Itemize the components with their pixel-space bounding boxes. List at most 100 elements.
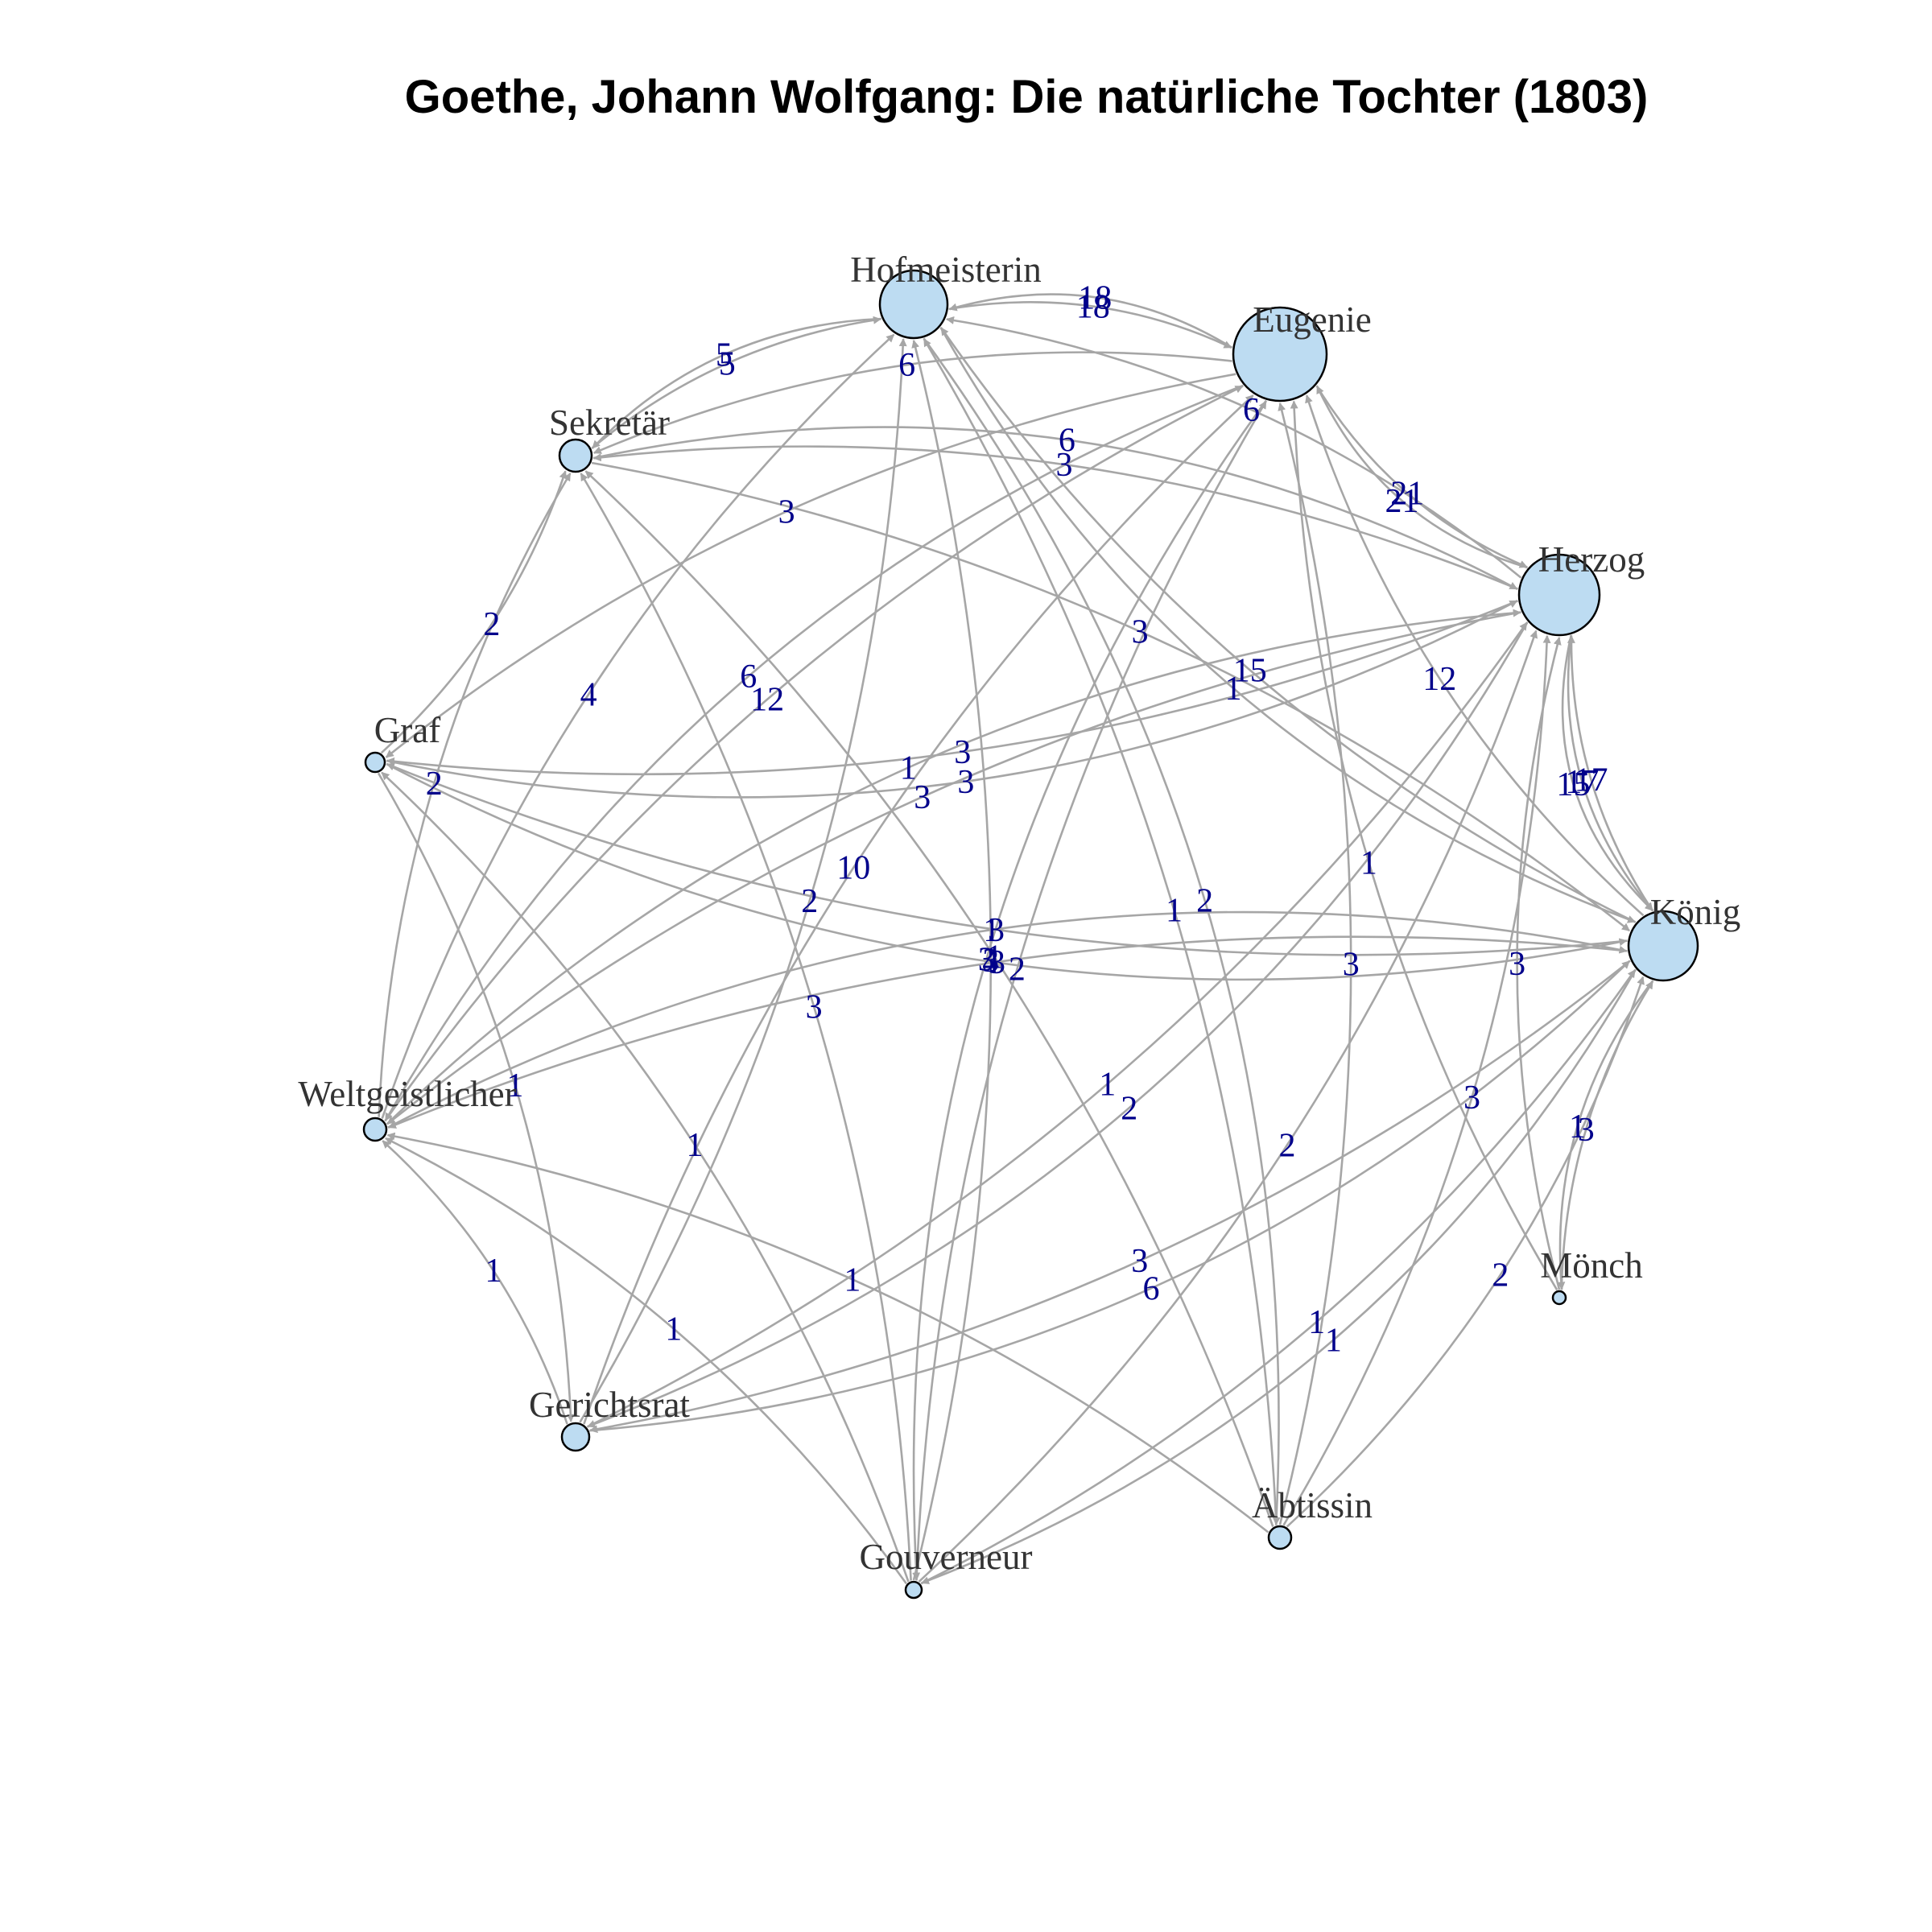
edge-herzog-to-graf <box>386 600 1518 776</box>
edge-koenig-to-hofmeisterin <box>940 327 1637 923</box>
edge-gouverneur-to-graf <box>381 771 910 1583</box>
edge-moench-to-herzog <box>1516 637 1562 1290</box>
edge-weight-label: 12 <box>750 682 784 719</box>
edge-weight-label: 4 <box>982 944 999 981</box>
edge-herzog-to-koenig <box>1567 634 1653 911</box>
edge-aebtissin-to-eugenie <box>1278 402 1352 1525</box>
edge-weight-label: 1 <box>986 939 1003 976</box>
node-aebtissin <box>1267 1525 1293 1550</box>
edge-herzog-to-sekretaer <box>592 445 1518 590</box>
edge-layer <box>377 293 1654 1585</box>
edge-weight-label: 12 <box>1422 661 1456 698</box>
node-label-gouverneur: Gouverneur <box>860 1537 1033 1577</box>
edge-gouverneur-to-koenig <box>920 969 1637 1585</box>
edge-eugenie-to-weltgeistlicher <box>384 384 1244 1121</box>
edge-herzog-to-eugenie <box>1316 385 1528 569</box>
edge-weight-label: 1 <box>900 750 917 787</box>
edge-weight-label: 1 <box>1360 844 1377 881</box>
edge-koenig-to-herzog <box>1567 634 1654 912</box>
node-gouverneur <box>904 1580 923 1600</box>
edge-gouverneur-to-sekretaer <box>580 473 912 1581</box>
node-label-graf: Graf <box>374 710 440 750</box>
edge-eugenie-to-graf <box>385 373 1236 758</box>
edge-herzog-to-weltgeistlicher <box>386 611 1521 1125</box>
edge-label-layer: 1818556321211261263610171715152433333223… <box>426 279 1608 1359</box>
edge-graf-to-koenig <box>386 762 1628 981</box>
edge-weight-label: 15 <box>1233 652 1267 689</box>
edge-koenig-to-graf <box>386 762 1628 956</box>
edge-weight-label: 2 <box>1492 1257 1509 1294</box>
edge-weight-label: 3 <box>954 734 971 771</box>
edge-weight-label: 5 <box>716 337 733 374</box>
edge-hofmeisterin-to-koenig <box>939 326 1637 923</box>
edge-aebtissin-to-herzog <box>1282 634 1551 1526</box>
edge-weight-label: 2 <box>1279 1127 1296 1164</box>
edge-koenig-to-moench <box>1557 980 1654 1290</box>
node-layer: Hofmeisterin Eugenie Sekretär Herzog Graf Kön… <box>298 250 1740 1600</box>
edge-weight-label: 21 <box>1390 476 1424 513</box>
edge-weight-label: 1 <box>983 912 1000 949</box>
node-hofmeisterin <box>878 269 949 340</box>
edge-weight-label: 6 <box>1243 392 1260 429</box>
edge-eugenie-to-herzog <box>1315 385 1528 568</box>
edge-weight-label: 3 <box>988 912 1005 949</box>
edge-sekretaer-to-koenig <box>591 461 1630 932</box>
edge-weight-label: 3 <box>1132 614 1149 651</box>
edge-hofmeisterin-to-sekretaer <box>592 317 881 449</box>
edge-graf-to-herzog <box>386 600 1518 799</box>
node-graf <box>364 751 386 774</box>
node-label-hofmeisterin: Hofmeisterin <box>850 250 1041 290</box>
edge-weight-label: 1 <box>1569 1108 1586 1146</box>
edge-weight-label: 1 <box>1225 671 1242 708</box>
edge-weight-label: 6 <box>740 658 757 696</box>
edge-eugenie-to-hofmeisterin <box>948 293 1233 349</box>
edge-graf-to-gerichtsrat <box>377 772 575 1422</box>
edge-weight-label: 3 <box>1463 1080 1480 1117</box>
edge-weight-label: 2 <box>1009 952 1026 989</box>
edge-weight-label: 3 <box>1343 947 1360 984</box>
edge-weight-label: 1 <box>665 1311 682 1348</box>
edge-eugenie-to-gouverneur <box>912 399 1267 1581</box>
edge-gerichtsrat-to-koenig <box>589 960 1631 1432</box>
node-gerichtsrat <box>560 1422 591 1452</box>
edge-hofmeisterin-to-eugenie <box>948 301 1232 349</box>
edge-sekretaer-to-hofmeisterin <box>591 316 881 449</box>
edge-weight-label: 6 <box>898 347 915 384</box>
edge-weight-label: 18 <box>1078 279 1112 316</box>
edge-weight-label: 3 <box>778 493 795 530</box>
edge-weight-label: 3 <box>806 989 823 1026</box>
edge-weight-label: 2 <box>1121 1090 1137 1127</box>
edge-weight-label: 2 <box>426 766 443 803</box>
edge-weight-label: 1 <box>1099 1066 1116 1103</box>
edge-weltgeistlicher-to-hofmeisterin <box>381 333 895 1120</box>
node-eugenie <box>1232 306 1328 402</box>
edge-koenig-to-eugenie <box>1305 394 1645 917</box>
edge-weight-label: 1 <box>1308 1304 1325 1341</box>
edge-weight-label: 18 <box>1076 289 1110 326</box>
edge-moench-to-koenig <box>1560 980 1654 1290</box>
edge-weight-label: 17 <box>1565 764 1599 801</box>
edge-aebtissin-to-hofmeisterin <box>923 338 1278 1525</box>
edge-weight-label: 21 <box>1385 483 1419 520</box>
edge-weight-label: 6 <box>1059 423 1075 460</box>
edge-weight-label: 6 <box>1143 1270 1160 1307</box>
edge-moench-to-eugenie <box>1290 400 1558 1291</box>
edge-weight-label: 3 <box>914 779 931 816</box>
edge-weight-label: 3 <box>957 764 974 801</box>
edge-weight-label: 15 <box>1556 766 1590 803</box>
node-label-weltgeistlicher: Weltgeistlicher <box>298 1074 516 1114</box>
node-weltgeistlicher <box>362 1117 388 1142</box>
edge-weight-label: 4 <box>580 677 597 714</box>
edge-koenig-to-gerichtsrat <box>589 960 1631 1434</box>
edge-weltgeistlicher-to-sekretaer <box>378 473 572 1117</box>
edge-weight-label: 1 <box>844 1261 861 1298</box>
edge-weight-label: 3 <box>978 941 995 978</box>
edge-weight-label: 2 <box>801 883 818 920</box>
node-label-herzog: Herzog <box>1538 539 1645 580</box>
edge-herzog-to-gerichtsrat <box>587 621 1529 1428</box>
edge-gerichtsrat-to-hofmeisterin <box>579 338 907 1423</box>
node-herzog <box>1517 553 1601 637</box>
edge-gouverneur-to-eugenie <box>915 400 1267 1581</box>
edge-weight-label: 3 <box>989 944 1005 981</box>
